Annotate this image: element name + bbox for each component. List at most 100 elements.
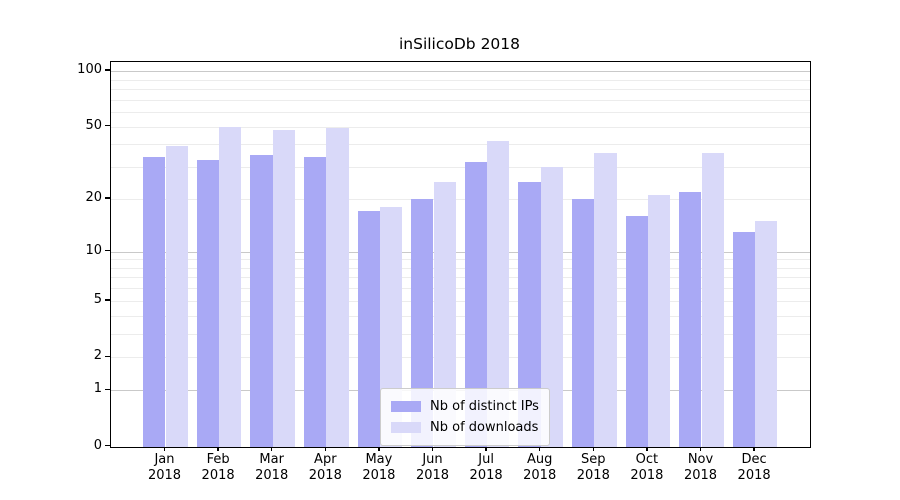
x-tick-label-oct: Oct 2018 bbox=[615, 452, 679, 484]
gridline-y-major-10 bbox=[111, 251, 810, 253]
x-tick-label-jun: Jun 2018 bbox=[401, 452, 465, 484]
bar-nb-of-distinct-ips-may bbox=[357, 211, 380, 447]
x-tick-mark-may bbox=[378, 447, 380, 451]
x-tick-month-apr: Apr bbox=[314, 452, 337, 467]
bar-nb-of-downloads-may bbox=[379, 207, 403, 447]
x-tick-label-apr: Apr 2018 bbox=[293, 452, 357, 484]
gridline-y-major-100 bbox=[111, 71, 810, 73]
x-tick-mark-jul bbox=[485, 447, 487, 451]
legend-swatch-distinct-ips-icon bbox=[391, 401, 421, 412]
x-tick-year-feb: 2018 bbox=[201, 468, 235, 483]
y-tick-label-20: 20 bbox=[85, 189, 102, 205]
gridline-y-60 bbox=[111, 112, 810, 114]
legend-label-distinct-ips: Nb of distinct IPs bbox=[430, 399, 539, 414]
gridline-y-2 bbox=[111, 357, 810, 359]
x-tick-month-may: May bbox=[365, 452, 393, 467]
bar-nb-of-downloads-mar bbox=[272, 129, 296, 447]
bar-nb-of-downloads-aug bbox=[540, 167, 564, 447]
x-tick-label-jan: Jan 2018 bbox=[133, 452, 197, 484]
y-tick-label-10: 10 bbox=[85, 242, 102, 258]
x-tick-year-dec: 2018 bbox=[737, 468, 771, 483]
x-tick-year-may: 2018 bbox=[362, 468, 396, 483]
y-tick-mark-5 bbox=[105, 299, 110, 301]
x-tick-mark-oct bbox=[646, 447, 648, 451]
y-tick-label-50: 50 bbox=[85, 117, 102, 133]
x-tick-month-dec: Dec bbox=[741, 452, 767, 467]
y-tick-label-100: 100 bbox=[77, 62, 102, 78]
y-tick-mark-0 bbox=[105, 445, 110, 447]
gridline-y-30 bbox=[111, 167, 810, 169]
legend-swatch-downloads-icon bbox=[391, 422, 421, 433]
bar-nb-of-downloads-dec bbox=[755, 221, 778, 447]
x-tick-month-sep: Sep bbox=[581, 452, 606, 467]
x-tick-mark-dec bbox=[753, 447, 755, 451]
x-tick-month-mar: Mar bbox=[259, 452, 284, 467]
x-tick-month-nov: Nov bbox=[687, 452, 714, 467]
y-tick-mark-100 bbox=[105, 69, 110, 71]
x-tick-label-may: May 2018 bbox=[347, 452, 411, 484]
y-tick-mark-2 bbox=[105, 355, 110, 357]
bar-nb-of-downloads-jul bbox=[487, 140, 510, 447]
x-tick-year-nov: 2018 bbox=[683, 468, 718, 483]
x-tick-year-mar: 2018 bbox=[255, 468, 289, 483]
x-tick-year-aug: 2018 bbox=[523, 468, 557, 483]
bar-nb-of-distinct-ips-nov bbox=[679, 191, 702, 447]
y-tick-mark-10 bbox=[105, 249, 110, 252]
bar-nb-of-downloads-feb bbox=[219, 126, 242, 447]
x-tick-year-oct: 2018 bbox=[630, 468, 664, 483]
bar-nb-of-downloads-sep bbox=[594, 152, 617, 447]
gridline-y-70 bbox=[111, 99, 810, 101]
legend-label-downloads: Nb of downloads bbox=[430, 420, 539, 435]
legend-row-downloads: Nb of downloads bbox=[391, 417, 539, 438]
x-tick-label-feb: Feb 2018 bbox=[186, 452, 250, 484]
x-tick-year-jun: 2018 bbox=[415, 468, 450, 483]
legend: Nb of distinct IPs Nb of downloads bbox=[380, 388, 550, 446]
x-tick-year-jan: 2018 bbox=[147, 468, 182, 483]
bar-nb-of-distinct-ips-jan bbox=[143, 157, 166, 447]
x-tick-year-jul: 2018 bbox=[469, 468, 503, 483]
plot-area: Nb of distinct IPs Nb of downloads bbox=[110, 61, 811, 448]
x-tick-year-apr: 2018 bbox=[308, 468, 342, 483]
bar-nb-of-downloads-oct bbox=[647, 195, 671, 447]
gridline-y-3 bbox=[111, 333, 810, 335]
x-tick-month-aug: Aug bbox=[526, 452, 553, 467]
x-tick-mark-feb bbox=[217, 447, 219, 451]
y-tick-label-5: 5 bbox=[93, 291, 102, 307]
x-tick-label-jul: Jul 2018 bbox=[454, 452, 518, 484]
bar-nb-of-distinct-ips-jul bbox=[464, 162, 488, 447]
x-tick-month-feb: Feb bbox=[206, 452, 230, 467]
gridline-y-50 bbox=[111, 126, 810, 128]
bar-nb-of-distinct-ips-aug bbox=[518, 181, 541, 447]
gridline-y-20 bbox=[111, 198, 810, 200]
bar-nb-of-distinct-ips-sep bbox=[571, 198, 595, 447]
x-tick-label-aug: Aug 2018 bbox=[508, 452, 572, 484]
bar-nb-of-downloads-nov bbox=[701, 152, 724, 447]
bar-nb-of-downloads-apr bbox=[326, 128, 349, 447]
x-tick-label-mar: Mar 2018 bbox=[240, 452, 304, 484]
bars-layer bbox=[111, 62, 810, 447]
x-tick-month-oct: Oct bbox=[635, 452, 659, 467]
gridline-y-5 bbox=[111, 300, 810, 302]
chart-title: inSilicoDb 2018 bbox=[398, 35, 521, 53]
x-tick-mark-mar bbox=[271, 447, 273, 451]
y-tick-label-1: 1 bbox=[93, 381, 102, 397]
gridline-y-7 bbox=[111, 277, 810, 279]
gridline-y-6 bbox=[111, 288, 810, 290]
x-tick-mark-aug bbox=[539, 447, 541, 451]
bar-nb-of-distinct-ips-dec bbox=[732, 231, 756, 447]
x-tick-label-dec: Dec 2018 bbox=[722, 452, 786, 484]
x-tick-label-sep: Sep 2018 bbox=[561, 452, 625, 484]
bar-nb-of-distinct-ips-oct bbox=[625, 216, 648, 447]
gridline-y-40 bbox=[111, 144, 810, 146]
y-tick-label-2: 2 bbox=[93, 348, 102, 364]
x-tick-label-nov: Nov 2018 bbox=[669, 452, 733, 484]
bar-nb-of-distinct-ips-feb bbox=[196, 159, 220, 447]
y-tick-label-0: 0 bbox=[93, 437, 102, 453]
bar-nb-of-distinct-ips-jun bbox=[411, 198, 434, 447]
x-tick-month-jul: Jul bbox=[478, 452, 494, 467]
bar-nb-of-downloads-jun bbox=[433, 181, 456, 447]
x-tick-mark-nov bbox=[699, 447, 702, 451]
y-tick-mark-50 bbox=[105, 125, 110, 127]
gridline-y-4 bbox=[111, 315, 810, 317]
